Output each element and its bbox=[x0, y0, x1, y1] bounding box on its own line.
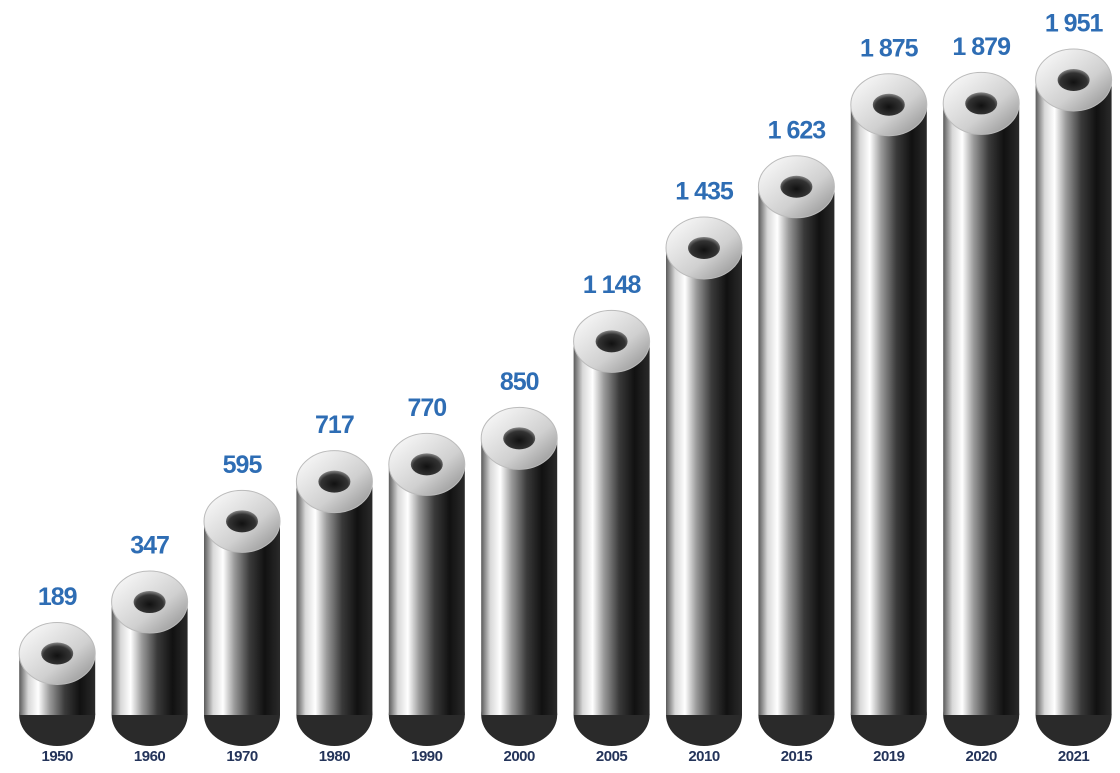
cylinder-hole bbox=[41, 642, 74, 665]
x-tick-label: 2010 bbox=[688, 748, 720, 765]
bar bbox=[850, 104, 927, 716]
cylinder-hole bbox=[133, 591, 166, 614]
bar bbox=[296, 481, 373, 715]
cylinder-hole bbox=[965, 92, 998, 115]
cylinder-hole bbox=[226, 510, 258, 533]
x-tick-label: 2000 bbox=[504, 748, 536, 765]
value-label: 850 bbox=[500, 368, 539, 396]
bar bbox=[481, 438, 558, 715]
cylinder-hole bbox=[780, 175, 813, 198]
x-tick-label: 1980 bbox=[319, 748, 351, 765]
x-tick-label: 1960 bbox=[134, 748, 166, 765]
x-tick-label: 2021 bbox=[1058, 748, 1090, 765]
cylinder-hole bbox=[1057, 69, 1090, 91]
value-label: 1 875 bbox=[860, 34, 919, 62]
cylinder-hole bbox=[688, 236, 720, 259]
value-label: 1 435 bbox=[675, 178, 734, 206]
value-label: 595 bbox=[223, 451, 263, 479]
value-label: 189 bbox=[38, 583, 77, 611]
x-tick-label: 2015 bbox=[781, 748, 813, 765]
bar bbox=[666, 247, 742, 715]
value-label: 717 bbox=[315, 411, 354, 439]
x-tick-label: 1950 bbox=[42, 748, 74, 765]
cylinder-hole bbox=[410, 453, 443, 476]
x-tick-label: 2020 bbox=[966, 748, 998, 765]
value-label: 347 bbox=[130, 532, 169, 560]
bar bbox=[1035, 80, 1112, 715]
value-label: 1 951 bbox=[1045, 10, 1104, 38]
bar bbox=[943, 103, 1020, 715]
x-tick-label: 1970 bbox=[226, 748, 258, 765]
cylinder-hole bbox=[595, 330, 628, 353]
bar bbox=[388, 464, 465, 715]
cylinder-hole bbox=[318, 470, 351, 493]
x-tick-label: 2005 bbox=[596, 748, 628, 765]
value-label: 1 148 bbox=[583, 271, 642, 299]
x-tick-label: 2019 bbox=[873, 748, 905, 765]
x-tick-label: 1990 bbox=[411, 748, 443, 765]
value-label: 770 bbox=[407, 394, 446, 422]
cylinder-hole bbox=[503, 427, 536, 450]
value-label: 1 879 bbox=[952, 33, 1010, 61]
bar bbox=[573, 341, 650, 715]
cylinder-hole bbox=[872, 93, 905, 116]
bar bbox=[204, 521, 280, 715]
value-label: 1 623 bbox=[768, 116, 826, 144]
bar bbox=[758, 186, 835, 716]
